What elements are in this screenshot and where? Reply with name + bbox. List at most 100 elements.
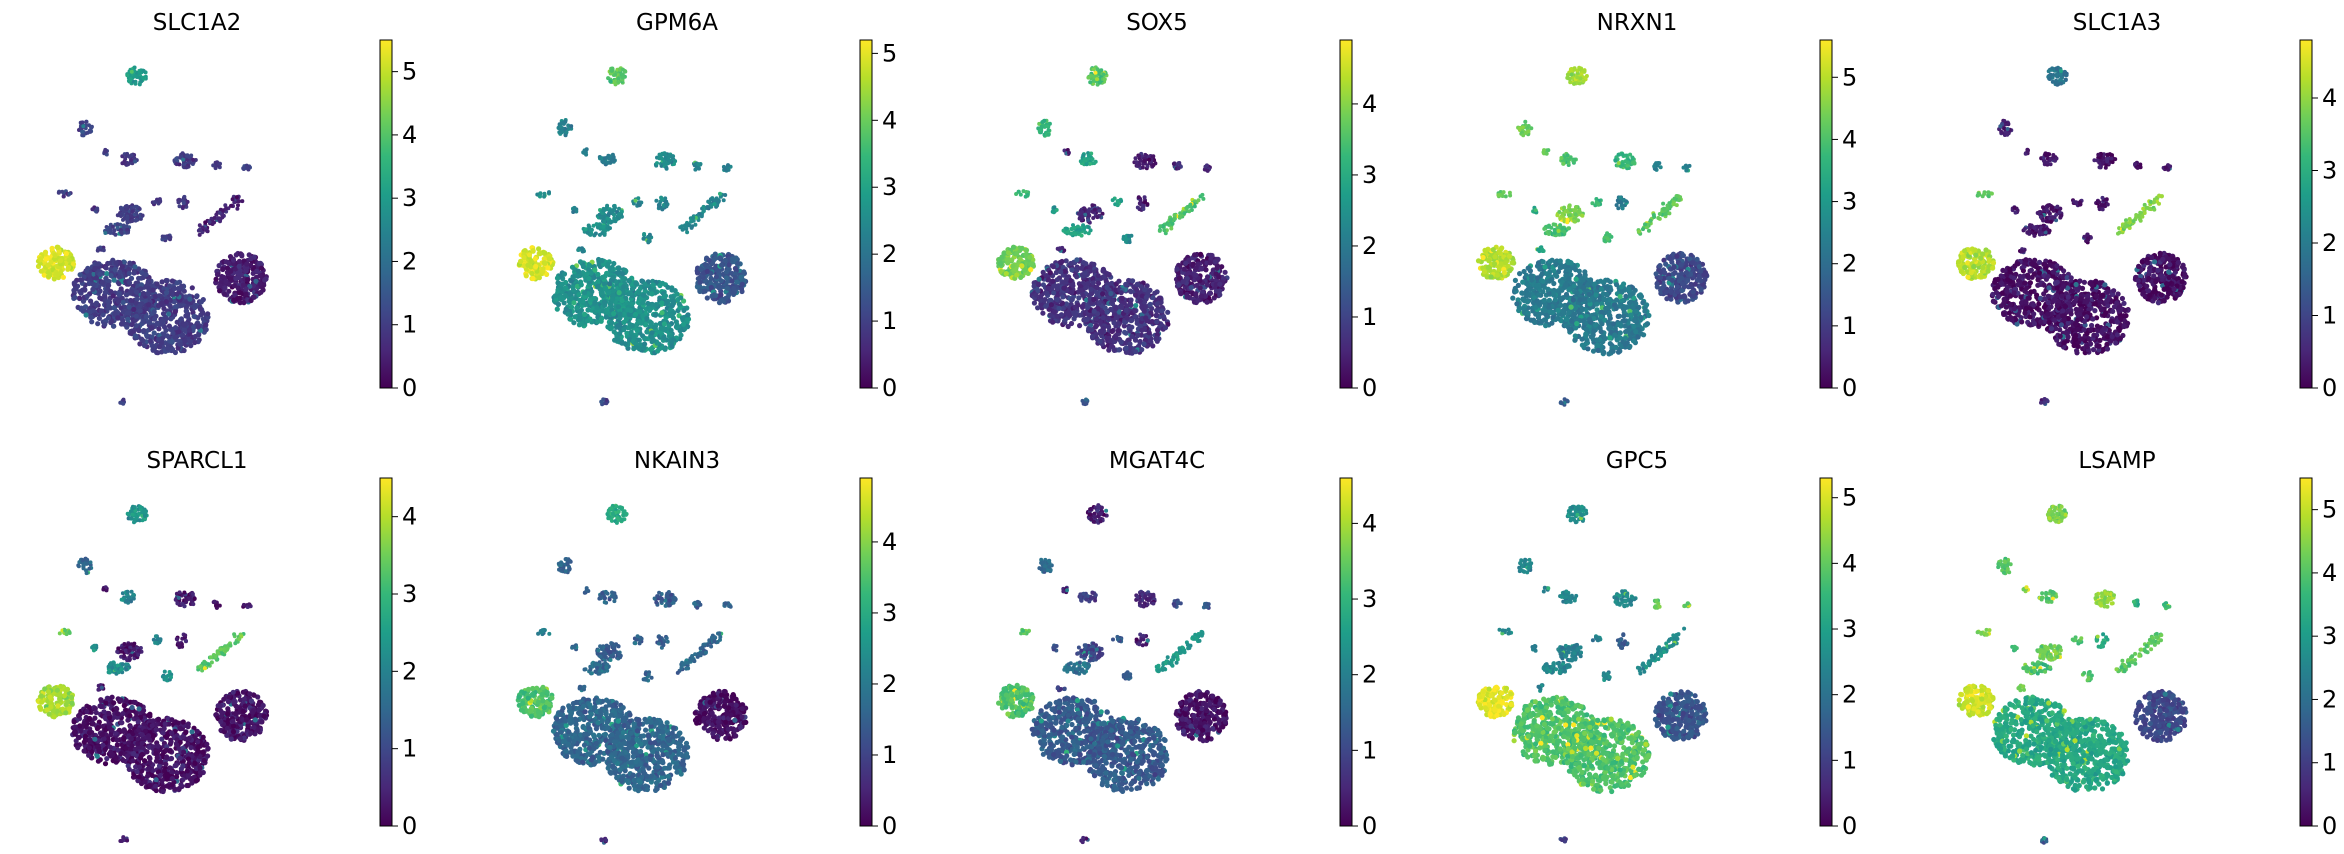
scatter-point: [644, 329, 650, 335]
scatter-point: [257, 273, 263, 279]
scatter-point: [1014, 272, 1020, 278]
scatter-point: [665, 284, 671, 290]
scatter-point: [724, 285, 730, 291]
scatter-point: [570, 274, 576, 280]
scatter-point: [1082, 157, 1087, 162]
scatter-point: [133, 159, 138, 164]
scatter-point: [101, 248, 106, 253]
scatter-point: [189, 285, 195, 291]
scatter-point: [610, 68, 614, 73]
scatter-point: [1198, 266, 1204, 272]
scatter-point: [712, 202, 717, 207]
scatter-point: [1149, 318, 1155, 325]
scatter-point: [126, 270, 132, 277]
scatter-point: [642, 232, 647, 236]
scatter-point: [723, 295, 729, 301]
scatter-point: [89, 319, 95, 325]
scatter-point: [620, 72, 625, 77]
scatter-point: [1082, 317, 1088, 323]
scatter-point: [1123, 345, 1129, 351]
scatter-point: [187, 338, 193, 344]
scatter-point: [230, 197, 235, 202]
scatter-point: [1146, 330, 1152, 336]
scatter-point: [615, 336, 621, 342]
scatter-point: [1145, 164, 1150, 169]
scatter-point: [547, 190, 551, 195]
scatter-point: [217, 210, 222, 215]
scatter-point: [655, 161, 659, 166]
scatter-point: [1010, 244, 1017, 250]
scatter-point: [593, 231, 598, 236]
scatter-point: [697, 288, 703, 294]
scatter-point: [1093, 324, 1099, 330]
scatter-point: [139, 79, 144, 84]
cluster-p: [160, 233, 173, 243]
scatter-point: [723, 269, 730, 275]
scatter-point: [116, 290, 122, 296]
cluster-s: [56, 189, 73, 199]
cluster-o: [631, 196, 644, 208]
scatter-point: [111, 305, 117, 311]
scatter-point: [578, 282, 584, 288]
scatter-point: [166, 311, 172, 317]
scatter-point: [1054, 286, 1060, 292]
scatter-point: [158, 340, 164, 346]
scatter-point: [696, 162, 701, 167]
scatter-point: [542, 193, 547, 198]
scatter-point: [1086, 218, 1091, 223]
scatter-point: [1056, 305, 1062, 311]
scatter-point: [640, 292, 647, 298]
scatter-point: [1139, 327, 1145, 333]
scatter-point: [662, 152, 667, 157]
scatter-point: [117, 269, 123, 275]
scatter-point: [152, 293, 158, 299]
scatter-point: [1071, 316, 1077, 322]
scatter-point: [619, 298, 625, 304]
scatter-point: [1110, 298, 1116, 304]
cluster-h: [597, 152, 617, 167]
cluster-i: [115, 203, 145, 225]
scatter-point: [605, 203, 610, 208]
scatter-point: [1207, 260, 1213, 266]
scatter-point: [239, 252, 245, 258]
colorbar-tick-label: 1: [402, 311, 417, 339]
scatter-point: [559, 121, 564, 125]
scatter-point: [97, 271, 103, 277]
scatter-point: [137, 308, 143, 314]
scatter-point: [1109, 343, 1115, 349]
scatter-point: [663, 155, 668, 160]
scatter-point: [580, 249, 585, 254]
scatter-point: [72, 294, 78, 301]
scatter-point: [262, 277, 268, 283]
scatter-point: [158, 199, 163, 204]
scatter-point: [601, 224, 606, 229]
scatter-point: [1028, 267, 1034, 273]
scatter-point: [103, 231, 108, 235]
scatter-point: [680, 321, 687, 327]
scatter-point: [570, 287, 577, 293]
scatter-point: [1084, 305, 1091, 311]
scatter-point: [1178, 291, 1184, 297]
scatter-point: [1192, 252, 1198, 258]
scatter-point: [258, 289, 264, 295]
scatter-point: [1083, 285, 1089, 291]
scatter-point: [1091, 261, 1097, 267]
scatter-points: [35, 65, 269, 406]
scatter-point: [193, 294, 199, 300]
scatter-point: [1113, 305, 1119, 312]
cluster-d2: [124, 277, 211, 356]
scatter-point: [1097, 208, 1102, 213]
scatter-point: [1115, 327, 1121, 334]
scatter-point: [629, 286, 636, 292]
scatter-point: [42, 249, 49, 255]
scatter-point: [668, 158, 672, 163]
scatter-point: [1077, 323, 1083, 329]
colorbar-tick-label: 0: [882, 374, 897, 402]
cluster-f: [556, 118, 574, 138]
scatter-point: [617, 311, 623, 317]
scatter-point: [664, 204, 669, 209]
scatter-point: [235, 206, 240, 211]
scatter-point: [217, 288, 223, 294]
